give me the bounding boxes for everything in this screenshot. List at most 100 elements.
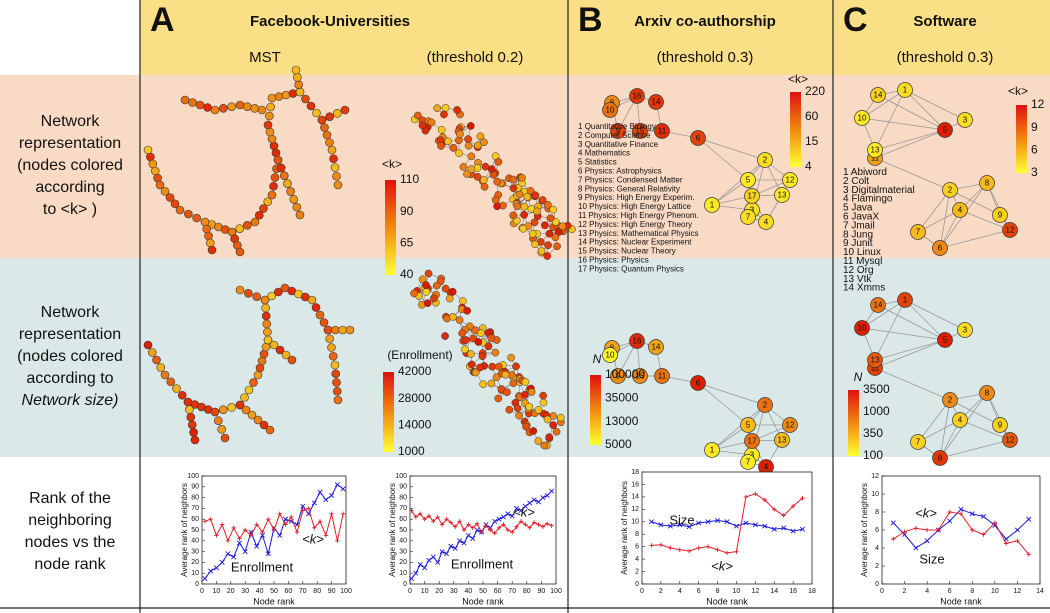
network-node	[932, 240, 948, 256]
network-node	[441, 284, 450, 293]
x-tick-label: 14	[770, 588, 778, 595]
node-label: 5	[746, 176, 751, 185]
x-tick-label: 30	[450, 588, 458, 595]
network-node	[147, 348, 157, 357]
legend-item: 1 Quantitative Biology	[578, 122, 656, 131]
node-label: 6	[696, 379, 701, 388]
network-node	[518, 173, 526, 182]
network-node	[602, 102, 618, 118]
row-label: nodes vs the	[25, 534, 116, 551]
network-node	[219, 104, 228, 113]
y-tick-label: 6	[635, 544, 639, 551]
series-marker	[219, 559, 225, 565]
network-node	[480, 182, 489, 191]
y-tick-label: 30	[399, 548, 407, 555]
network-node	[942, 182, 958, 198]
series-marker	[329, 511, 334, 516]
network-node	[522, 422, 530, 431]
network-node	[445, 294, 454, 303]
network-node	[531, 240, 539, 249]
x-tick-label: 14	[1036, 588, 1044, 595]
network-node	[291, 65, 301, 75]
network-edge	[874, 129, 946, 151]
legend-item: 6 JavaX	[843, 211, 879, 222]
network-node	[543, 415, 552, 424]
series-marker	[312, 525, 317, 531]
legend-name: Org	[857, 265, 874, 276]
series-marker	[970, 527, 975, 533]
legend-name: Junit	[851, 238, 872, 249]
network-node	[330, 163, 340, 172]
node-label: 13	[871, 146, 880, 155]
y-tick-label: 90	[191, 484, 199, 491]
network-node	[260, 295, 270, 305]
network-node	[322, 130, 332, 140]
series-marker	[790, 504, 796, 509]
series-marker	[422, 565, 428, 571]
y-tick-label: 18	[631, 469, 639, 476]
node-label: 8	[985, 179, 990, 188]
network-node	[259, 204, 268, 213]
network-node	[493, 177, 501, 186]
network-node	[307, 295, 317, 305]
row-label: node rank	[34, 556, 106, 573]
series-label: Size	[669, 512, 694, 527]
network-node	[549, 205, 558, 214]
colorbar-label: <k>	[1008, 84, 1028, 98]
series-marker	[294, 529, 300, 535]
series-marker	[913, 526, 919, 531]
legend-item: 3 Digitalmaterial	[843, 184, 915, 195]
network-node	[259, 420, 269, 430]
legend-id: 11	[578, 211, 587, 220]
network-node	[464, 141, 473, 150]
series-label: <k>	[915, 505, 937, 520]
series-marker	[890, 520, 896, 526]
series-marker	[453, 524, 458, 529]
network-node	[539, 398, 548, 407]
legend-id: 11	[843, 256, 854, 267]
series-marker	[470, 525, 475, 531]
network-node	[480, 138, 488, 147]
node-label: 2	[763, 401, 768, 410]
network-node	[453, 106, 461, 114]
y-tick-label: 60	[191, 516, 199, 523]
network-node	[267, 291, 276, 301]
network-node	[429, 294, 438, 303]
legend-id: 7	[843, 220, 849, 231]
network-node	[519, 224, 527, 233]
network-node	[333, 180, 343, 190]
x-tick-label: 80	[523, 588, 531, 595]
network-node	[509, 379, 518, 388]
series-marker	[225, 551, 231, 557]
legend-name: Xmms	[857, 282, 885, 293]
network-node	[263, 327, 272, 337]
legend-name: Computer Science	[585, 131, 651, 140]
network-node	[479, 176, 488, 184]
legend-item: 16 Physics: Physics	[578, 256, 649, 265]
network-node	[515, 190, 524, 199]
network-node	[654, 123, 670, 139]
network-node	[648, 339, 664, 355]
series-marker	[549, 523, 554, 528]
series-marker	[527, 525, 532, 531]
x-axis-label: Node rank	[462, 596, 504, 606]
network-node	[317, 115, 327, 125]
colorbar	[1016, 105, 1027, 173]
row-label: Rank of the	[29, 490, 111, 507]
network-node	[525, 402, 534, 411]
colorbar-tick: 13000	[605, 414, 639, 428]
legend-name: Physics: High Energy Phenom.	[589, 211, 699, 220]
legend-item: 11 Physics: High Energy Phenom.	[578, 211, 699, 220]
network-node	[190, 435, 200, 445]
network-node	[467, 360, 476, 369]
network-node	[556, 413, 565, 422]
network-node	[932, 450, 948, 466]
series-marker	[522, 503, 528, 509]
network-node	[214, 416, 223, 425]
legend-id: 2	[578, 131, 583, 140]
legend-item: 11 Mysql	[843, 256, 882, 267]
x-tick-label: 60	[285, 588, 293, 595]
network-node	[534, 405, 543, 414]
network-edge	[917, 419, 961, 443]
